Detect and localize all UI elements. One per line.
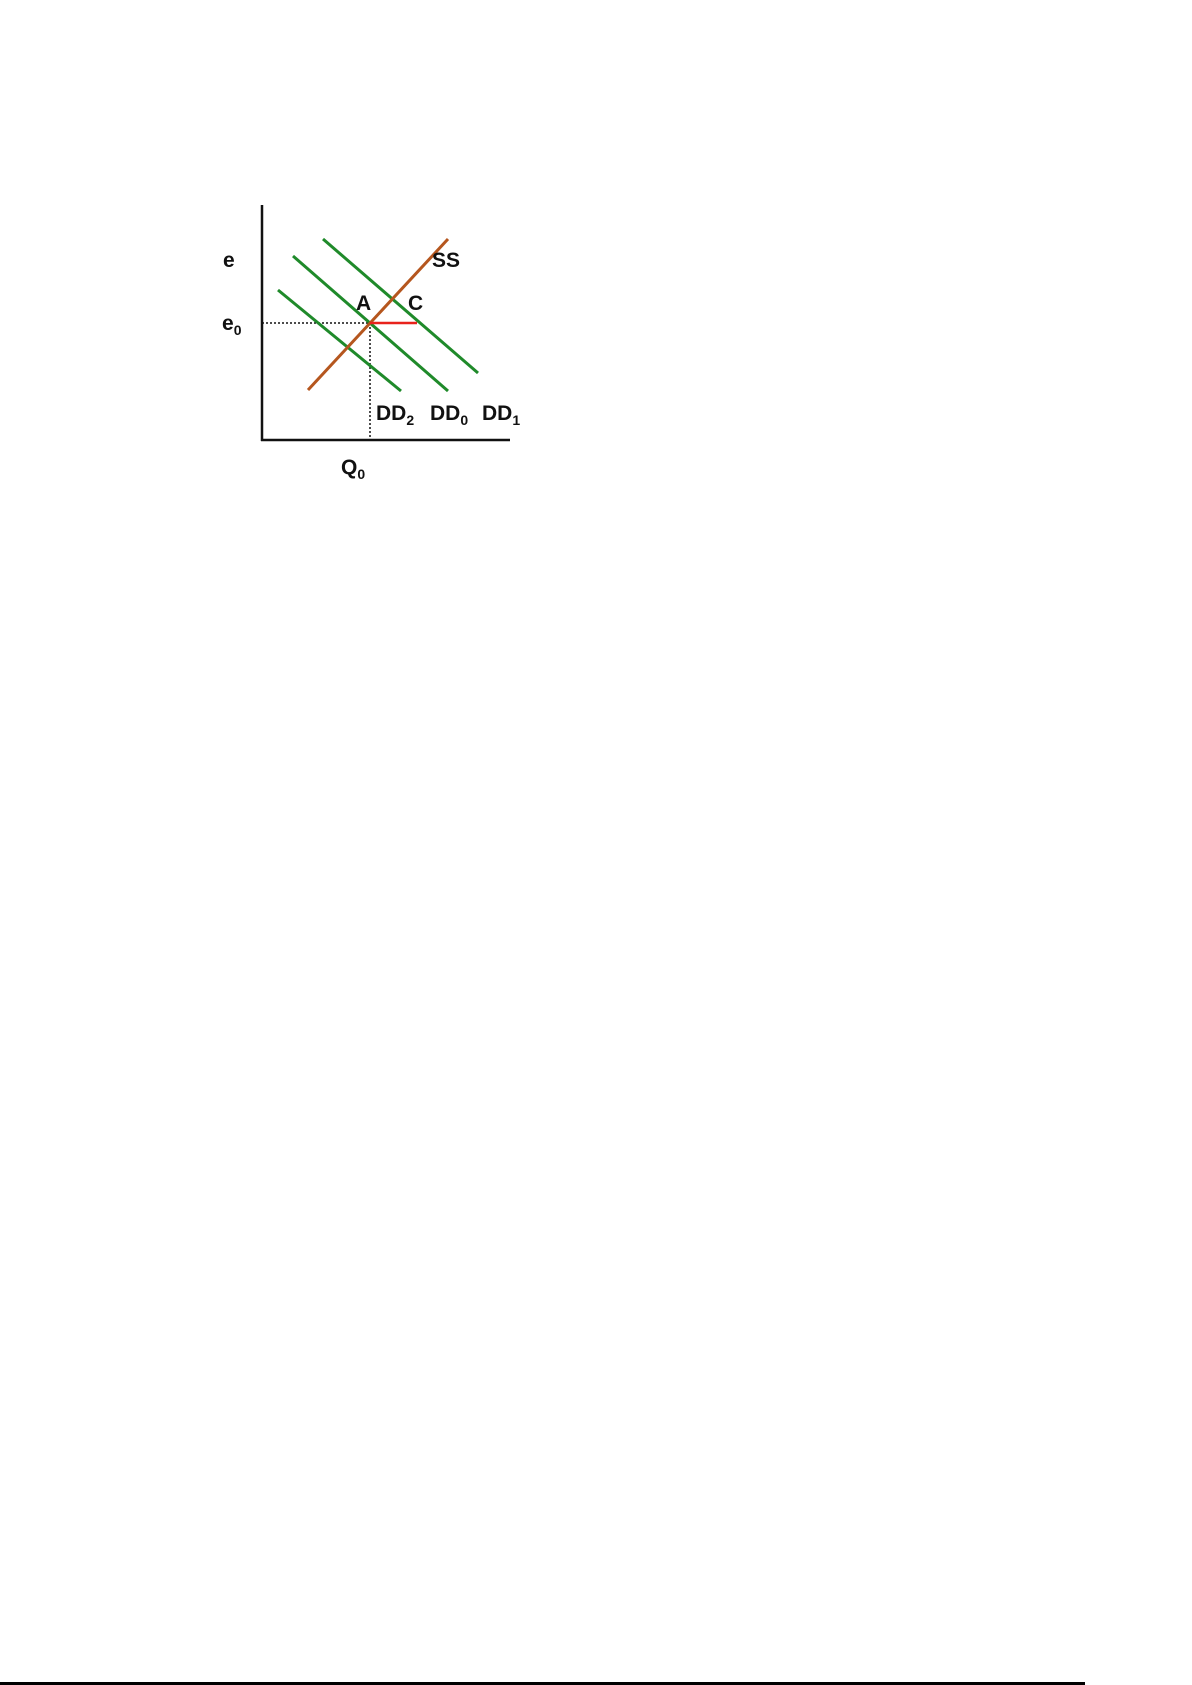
ss-label: SS <box>432 249 460 272</box>
point-c-label: C <box>408 292 423 315</box>
dd0-label: DD0 <box>430 402 468 428</box>
dd2-label: DD2 <box>376 402 414 428</box>
dd1-curve <box>322 237 479 375</box>
point-a-label: A <box>356 292 371 315</box>
q0-label: Q0 <box>341 456 365 482</box>
y-axis-label: e <box>223 249 235 272</box>
footer-rule <box>0 1682 1085 1685</box>
dd1-label: DD1 <box>482 402 520 428</box>
e0-label: e0 <box>222 312 242 338</box>
ss-curve <box>306 237 450 392</box>
dd2-curve <box>277 288 402 393</box>
